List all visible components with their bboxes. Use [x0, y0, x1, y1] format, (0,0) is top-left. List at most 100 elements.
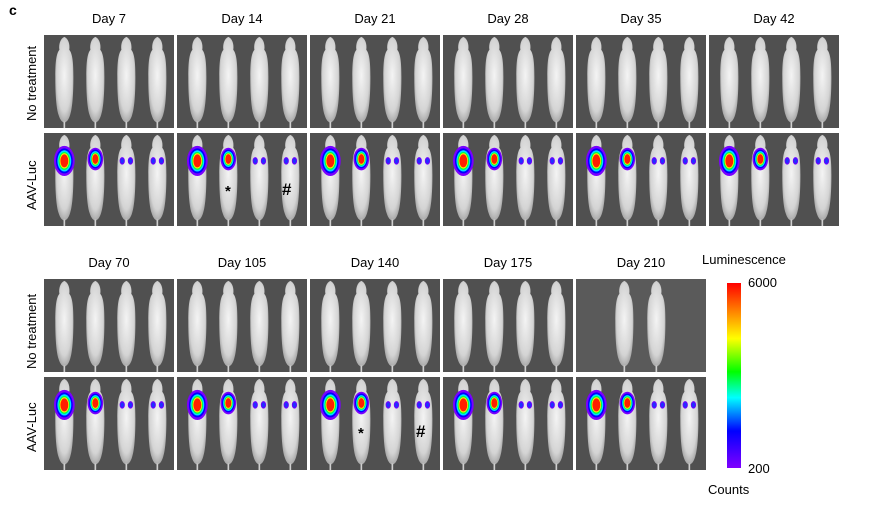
mouse-image	[779, 133, 804, 226]
imaging-panel	[443, 279, 573, 372]
mouse-image	[513, 133, 538, 226]
mouse-image	[646, 35, 671, 128]
mouse-image	[612, 279, 637, 372]
mouse-image	[677, 133, 702, 226]
mouse-image	[185, 279, 210, 372]
imaging-panel	[576, 35, 706, 128]
mouse-image	[411, 377, 436, 470]
mouse-image	[349, 377, 374, 470]
day-label-top-3: Day 21	[354, 11, 396, 26]
mouse-image	[646, 377, 671, 470]
mouse-image	[779, 35, 804, 128]
imaging-panel	[443, 133, 573, 226]
mouse-image	[584, 35, 609, 128]
mouse-image	[748, 35, 773, 128]
imaging-panel	[709, 35, 839, 128]
mouse-image	[584, 133, 609, 226]
mouse-image	[145, 279, 170, 372]
day-label-top-1: Day 7	[92, 11, 126, 26]
colorbar-min-label: 200	[748, 461, 770, 476]
mouse-image	[318, 377, 343, 470]
mouse-image	[544, 35, 569, 128]
imaging-panel	[44, 279, 174, 372]
mouse-image	[318, 133, 343, 226]
colorbar	[727, 283, 741, 468]
mouse-image	[216, 377, 241, 470]
imaging-panel	[177, 279, 307, 372]
mouse-image	[451, 133, 476, 226]
mouse-image	[748, 133, 773, 226]
mouse-image	[615, 133, 640, 226]
mouse-image	[380, 377, 405, 470]
mouse-image	[83, 35, 108, 128]
imaging-panel	[44, 35, 174, 128]
imaging-panel	[576, 279, 706, 372]
mouse-image	[677, 35, 702, 128]
mouse-image	[318, 279, 343, 372]
mouse-image	[114, 377, 139, 470]
imaging-panel	[709, 133, 839, 226]
mouse-image	[482, 279, 507, 372]
day-label-top-2: Day 14	[221, 11, 263, 26]
mouse-image	[451, 279, 476, 372]
mouse-image	[717, 35, 742, 128]
mouse-image	[810, 35, 835, 128]
mouse-image	[185, 35, 210, 128]
imaging-panel	[443, 377, 573, 470]
row-label-top-no-treatment: No treatment	[24, 45, 39, 121]
mouse-image	[380, 35, 405, 128]
mouse-image	[145, 377, 170, 470]
day-label-bottom-1: Day 70	[88, 255, 130, 270]
mouse-image	[810, 133, 835, 226]
row-label-top-aav-luc: AAV-Luc	[24, 160, 39, 210]
mouse-image	[278, 133, 303, 226]
day-label-top-4: Day 28	[487, 11, 529, 26]
mouse-image	[513, 377, 538, 470]
day-label-bottom-5: Day 210	[616, 255, 666, 270]
imaging-panel	[310, 377, 440, 470]
row-label-bottom-no-treatment: No treatment	[24, 293, 39, 369]
day-label-bottom-2: Day 105	[217, 255, 267, 270]
mouse-image	[482, 377, 507, 470]
mouse-image	[247, 279, 272, 372]
mouse-image	[114, 133, 139, 226]
panel-letter: c	[9, 2, 17, 18]
mouse-image	[247, 35, 272, 128]
imaging-panel	[576, 377, 706, 470]
mouse-image	[349, 35, 374, 128]
mouse-image	[646, 133, 671, 226]
imaging-panel	[177, 35, 307, 128]
mouse-image	[278, 35, 303, 128]
mouse-image	[145, 133, 170, 226]
day-label-top-5: Day 35	[620, 11, 662, 26]
mouse-image	[83, 133, 108, 226]
colorbar-unit-label: Counts	[708, 482, 750, 497]
imaging-panel	[443, 35, 573, 128]
mouse-image	[544, 377, 569, 470]
day-label-bottom-3: Day 140	[350, 255, 400, 270]
colorbar-title: Luminescence	[702, 252, 786, 267]
day-label-bottom-4: Day 175	[483, 255, 533, 270]
imaging-panel	[177, 377, 307, 470]
mouse-image	[52, 377, 77, 470]
mouse-image	[451, 35, 476, 128]
mouse-image	[482, 35, 507, 128]
mouse-image	[411, 279, 436, 372]
imaging-panel	[310, 133, 440, 226]
mouse-image	[349, 133, 374, 226]
mouse-image	[52, 133, 77, 226]
mouse-image	[584, 377, 609, 470]
imaging-panel	[177, 133, 307, 226]
imaging-panel	[310, 35, 440, 128]
mouse-image	[411, 35, 436, 128]
mouse-image	[513, 279, 538, 372]
mouse-image	[544, 133, 569, 226]
mouse-image	[83, 279, 108, 372]
mouse-image	[615, 377, 640, 470]
mouse-image	[247, 133, 272, 226]
mouse-image	[482, 133, 507, 226]
mouse-image	[544, 279, 569, 372]
mouse-image	[411, 133, 436, 226]
mouse-image	[513, 35, 538, 128]
mouse-image	[83, 377, 108, 470]
